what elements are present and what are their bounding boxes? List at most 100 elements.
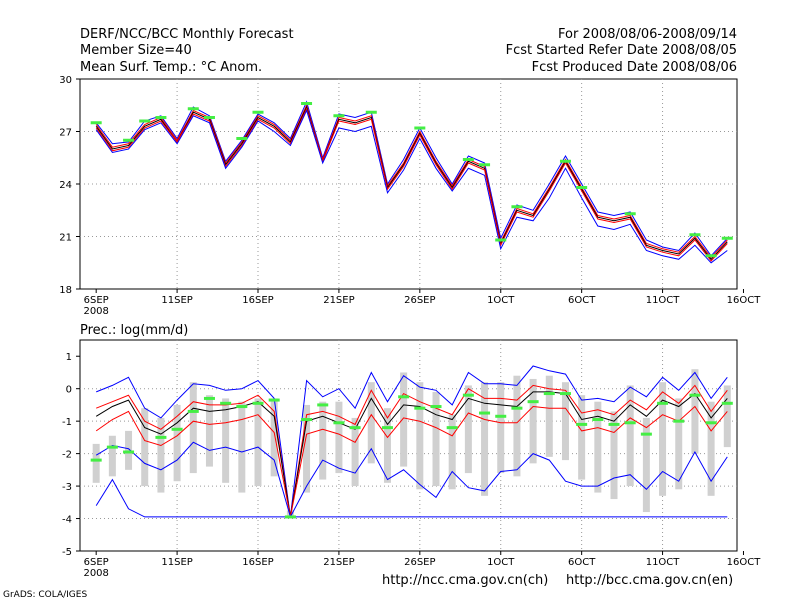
- observed-marker: [139, 119, 151, 123]
- observed-marker: [673, 419, 685, 423]
- spread-bar: [545, 375, 553, 457]
- spread-bar: [578, 395, 586, 480]
- observed-marker: [689, 233, 701, 237]
- observed-marker: [123, 138, 135, 142]
- spread-bar: [723, 385, 731, 448]
- url-ch[interactable]: http://ncc.cma.gov.cn(ch): [382, 573, 548, 588]
- y-tick-label: 24: [59, 180, 72, 191]
- spread-bar: [626, 385, 634, 487]
- observed-marker: [624, 212, 636, 216]
- x-tick-label: 26SEP: [404, 295, 435, 306]
- observed-marker: [301, 418, 313, 422]
- observed-marker: [284, 515, 296, 519]
- observed-marker: [268, 398, 280, 402]
- observed-marker: [430, 405, 442, 409]
- series-line-mean: [95, 391, 728, 517]
- observed-marker: [592, 418, 604, 422]
- series-line-lower: [95, 405, 728, 517]
- x-tick-label: 11OCT: [646, 295, 681, 306]
- series-line-min: [95, 441, 728, 519]
- grads-credit: GrADS: COLA/IGES: [3, 590, 87, 600]
- y-tick-label: 30: [59, 75, 72, 86]
- observed-marker: [220, 401, 232, 405]
- y-tick-label: 21: [59, 233, 72, 244]
- observed-marker: [252, 110, 264, 114]
- observed-marker: [236, 137, 248, 140]
- temperature-grid: [80, 79, 737, 289]
- spread-bar: [238, 401, 246, 493]
- spread-bar: [416, 382, 424, 490]
- observed-marker: [462, 393, 474, 397]
- observed-marker: [721, 401, 733, 405]
- header-variable: Mean Surf. Temp.: °C Anom.: [80, 60, 262, 75]
- precipitation-series: [95, 365, 728, 519]
- observed-marker: [576, 186, 588, 189]
- precipitation-markers: [90, 392, 733, 519]
- spread-bar: [497, 382, 505, 474]
- spread-bar: [529, 378, 537, 464]
- observed-marker: [495, 238, 507, 242]
- x-tick-label: 6SEP: [84, 295, 109, 306]
- spread-bar: [594, 401, 602, 493]
- spread-bar: [481, 382, 489, 496]
- series-line-upper: [96, 384, 728, 517]
- y-tick-label: 27: [59, 128, 72, 139]
- observed-marker: [90, 458, 102, 462]
- observed-marker: [705, 421, 717, 425]
- observed-marker: [479, 163, 491, 167]
- observed-marker: [301, 102, 313, 105]
- spread-bar: [270, 398, 278, 477]
- y-tick-label: 0: [66, 385, 72, 396]
- x-year-label: 2008: [83, 306, 108, 317]
- spread-bar: [173, 404, 181, 482]
- x-tick-label: 11SEP: [161, 295, 192, 306]
- y-tick-label: 18: [59, 285, 72, 296]
- observed-marker: [203, 396, 215, 400]
- y-tick-label: -3: [62, 482, 72, 493]
- spread-bar: [707, 401, 715, 496]
- spread-bar: [367, 382, 375, 464]
- observed-marker: [333, 421, 345, 425]
- spread-bar: [222, 398, 230, 483]
- spread-bar: [157, 417, 165, 493]
- observed-marker: [624, 421, 636, 425]
- observed-marker: [187, 409, 199, 413]
- spread-bar: [303, 404, 311, 493]
- precipitation-grid: [80, 340, 737, 551]
- spread-bar: [335, 401, 343, 474]
- temperature-series: [95, 100, 728, 264]
- spread-bar: [675, 398, 683, 490]
- header-started: Fcst Started Refer Date 2008/08/05: [506, 43, 737, 58]
- x-tick-label: 21SEP: [323, 295, 354, 306]
- x-tick-label: 11OCT: [646, 557, 681, 568]
- spread-bar: [125, 430, 133, 470]
- x-tick-label: 21SEP: [323, 557, 354, 568]
- observed-marker: [155, 435, 167, 439]
- observed-marker: [608, 422, 620, 426]
- spread-bar: [205, 395, 213, 467]
- temperature-markers: [90, 102, 733, 258]
- spread-bar: [464, 385, 472, 474]
- x-tick-label: 26SEP: [404, 557, 435, 568]
- header-period: For 2008/08/06-2008/09/14: [558, 27, 737, 42]
- observed-marker: [689, 393, 701, 397]
- x-tick-label: 6OCT: [568, 295, 596, 306]
- observed-marker: [90, 121, 102, 125]
- series-line-min: [95, 109, 728, 264]
- observed-marker: [398, 395, 410, 399]
- observed-marker: [187, 107, 199, 111]
- spread-bar: [383, 408, 391, 483]
- url-en[interactable]: http://bcc.cma.gov.cn(en): [566, 573, 733, 588]
- observed-marker: [236, 405, 248, 409]
- spread-bar: [108, 435, 116, 477]
- observed-marker: [414, 126, 426, 130]
- x-tick-label: 16OCT: [727, 557, 762, 568]
- header-produced: Fcst Produced Date 2008/08/06: [532, 60, 737, 75]
- spread-bar: [254, 398, 262, 487]
- observed-marker: [349, 426, 361, 430]
- spread-bar: [351, 417, 359, 487]
- series-line-lower: [95, 107, 728, 262]
- temperature-y-ticks: 18 21 24 27 30: [59, 75, 80, 296]
- observed-marker: [559, 159, 571, 163]
